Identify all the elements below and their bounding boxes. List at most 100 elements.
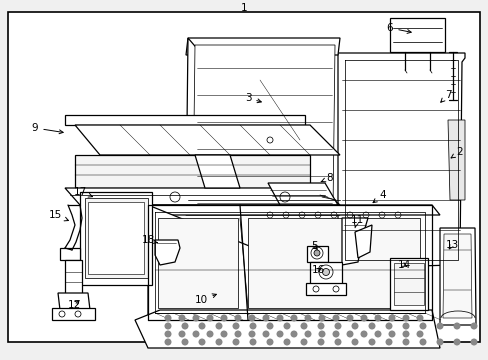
Circle shape bbox=[387, 330, 395, 338]
Polygon shape bbox=[267, 183, 337, 205]
Polygon shape bbox=[58, 293, 90, 310]
Circle shape bbox=[351, 338, 358, 346]
Text: 13: 13 bbox=[445, 240, 458, 250]
Polygon shape bbox=[306, 246, 327, 262]
Text: 8: 8 bbox=[321, 173, 333, 183]
Circle shape bbox=[385, 338, 392, 346]
Circle shape bbox=[402, 315, 408, 321]
Circle shape bbox=[232, 338, 239, 346]
Circle shape bbox=[351, 323, 358, 329]
Polygon shape bbox=[309, 262, 341, 285]
Polygon shape bbox=[135, 310, 439, 348]
Circle shape bbox=[234, 330, 241, 338]
Circle shape bbox=[249, 338, 256, 346]
Circle shape bbox=[334, 323, 341, 329]
Circle shape bbox=[290, 330, 297, 338]
Circle shape bbox=[318, 330, 325, 338]
Text: 10: 10 bbox=[194, 294, 216, 305]
Text: 9: 9 bbox=[32, 123, 63, 134]
Circle shape bbox=[192, 330, 199, 338]
Circle shape bbox=[317, 338, 324, 346]
Polygon shape bbox=[185, 38, 339, 55]
Circle shape bbox=[436, 323, 443, 329]
Polygon shape bbox=[334, 53, 464, 268]
Circle shape bbox=[192, 315, 199, 321]
Circle shape bbox=[262, 330, 269, 338]
Polygon shape bbox=[439, 228, 475, 325]
Circle shape bbox=[234, 315, 241, 321]
Text: 7: 7 bbox=[440, 90, 450, 102]
Polygon shape bbox=[247, 218, 419, 308]
Circle shape bbox=[164, 323, 171, 329]
Circle shape bbox=[402, 338, 408, 346]
Text: 11: 11 bbox=[350, 215, 363, 228]
Circle shape bbox=[374, 330, 381, 338]
Polygon shape bbox=[447, 120, 464, 200]
Circle shape bbox=[346, 315, 353, 321]
Circle shape bbox=[300, 323, 307, 329]
Circle shape bbox=[232, 323, 239, 329]
Text: 17: 17 bbox=[73, 187, 92, 197]
Circle shape bbox=[249, 323, 256, 329]
Circle shape bbox=[452, 323, 460, 329]
Text: 12: 12 bbox=[67, 300, 81, 310]
Circle shape bbox=[387, 315, 395, 321]
Polygon shape bbox=[80, 192, 152, 285]
Circle shape bbox=[215, 338, 222, 346]
Text: 14: 14 bbox=[397, 260, 410, 270]
Circle shape bbox=[318, 315, 325, 321]
Polygon shape bbox=[65, 188, 339, 205]
Circle shape bbox=[416, 315, 423, 321]
Circle shape bbox=[469, 338, 476, 346]
Text: 1: 1 bbox=[240, 3, 247, 13]
Circle shape bbox=[206, 330, 213, 338]
Polygon shape bbox=[52, 308, 95, 320]
Circle shape bbox=[283, 338, 290, 346]
Circle shape bbox=[248, 330, 255, 338]
Polygon shape bbox=[85, 198, 148, 278]
Circle shape bbox=[248, 315, 255, 321]
Polygon shape bbox=[442, 234, 471, 318]
Polygon shape bbox=[195, 155, 240, 188]
Circle shape bbox=[164, 315, 171, 321]
Polygon shape bbox=[155, 240, 180, 265]
Circle shape bbox=[317, 323, 324, 329]
Polygon shape bbox=[354, 225, 371, 258]
Circle shape bbox=[220, 330, 227, 338]
Text: 16: 16 bbox=[311, 265, 324, 275]
Circle shape bbox=[322, 269, 329, 275]
Circle shape bbox=[360, 315, 367, 321]
Circle shape bbox=[178, 330, 185, 338]
Polygon shape bbox=[341, 218, 367, 265]
Circle shape bbox=[368, 338, 375, 346]
Circle shape bbox=[215, 323, 222, 329]
Polygon shape bbox=[305, 283, 346, 295]
Circle shape bbox=[304, 330, 311, 338]
Circle shape bbox=[198, 338, 205, 346]
Text: 4: 4 bbox=[372, 190, 386, 203]
Circle shape bbox=[290, 315, 297, 321]
Circle shape bbox=[198, 323, 205, 329]
Circle shape bbox=[374, 315, 381, 321]
Circle shape bbox=[419, 323, 426, 329]
Polygon shape bbox=[185, 38, 339, 215]
Circle shape bbox=[300, 338, 307, 346]
Polygon shape bbox=[389, 18, 444, 52]
Polygon shape bbox=[60, 248, 80, 260]
Circle shape bbox=[313, 250, 319, 256]
Circle shape bbox=[262, 315, 269, 321]
Text: 3: 3 bbox=[244, 93, 261, 103]
Circle shape bbox=[332, 330, 339, 338]
Text: 2: 2 bbox=[450, 147, 462, 158]
Circle shape bbox=[332, 315, 339, 321]
Polygon shape bbox=[193, 45, 334, 210]
Polygon shape bbox=[148, 205, 439, 215]
Circle shape bbox=[452, 338, 460, 346]
Polygon shape bbox=[88, 202, 143, 274]
Circle shape bbox=[436, 338, 443, 346]
Circle shape bbox=[334, 338, 341, 346]
Circle shape bbox=[276, 330, 283, 338]
Circle shape bbox=[385, 323, 392, 329]
Circle shape bbox=[416, 330, 423, 338]
Polygon shape bbox=[148, 205, 431, 320]
